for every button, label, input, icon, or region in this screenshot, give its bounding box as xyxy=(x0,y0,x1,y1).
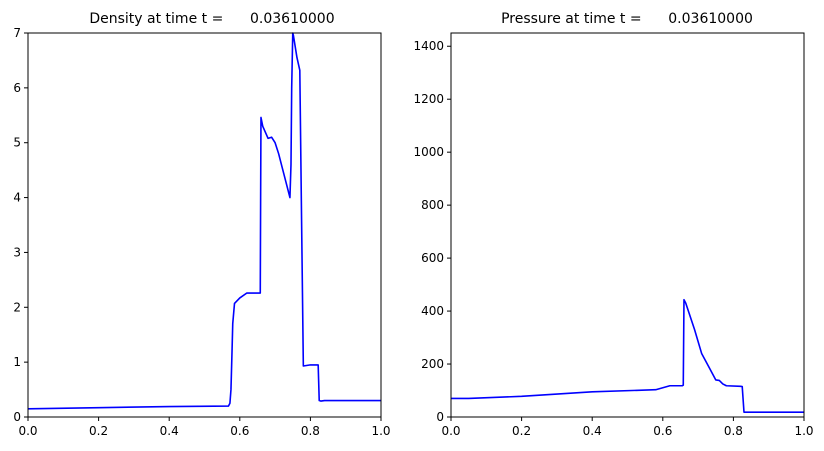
density-ytick-label: 2 xyxy=(13,300,21,314)
density-ytick-label: 7 xyxy=(13,26,21,40)
density-ytick-label: 6 xyxy=(13,81,21,95)
pressure-ticks: 0.0 0.2 0.4 0.6 0.8 1.0 0 200 400 600 800 1000 1200 1… xyxy=(413,39,813,438)
density-title: Density at time t = 0.03610000 xyxy=(89,11,334,27)
pressure-xtick-label: 0.8 xyxy=(724,424,743,438)
density-xtick-label: 0.8 xyxy=(301,424,320,438)
pressure-ytick-label: 1400 xyxy=(413,39,444,53)
density-line xyxy=(27,32,381,410)
density-ytick-label: 5 xyxy=(13,136,21,150)
pressure-xtick-label: 0.2 xyxy=(512,424,531,438)
density-ytick-label: 1 xyxy=(13,355,21,369)
pressure-series xyxy=(451,298,804,414)
pressure-panel: Pressure at time t = 0.03610000 0.0 0.2 0.… xyxy=(413,11,813,438)
pressure-ytick-label: 1200 xyxy=(413,92,444,106)
pressure-ytick-label: 0 xyxy=(436,410,444,424)
density-axes-frame xyxy=(27,32,382,418)
pressure-xtick-label: 0.0 xyxy=(441,424,460,438)
pressure-ytick-label: 1000 xyxy=(413,145,444,159)
density-series xyxy=(27,32,381,410)
pressure-ytick-label: 600 xyxy=(421,251,444,265)
density-ytick-label: 3 xyxy=(13,245,21,259)
pressure-axes-frame xyxy=(450,32,805,418)
pressure-ytick-label: 400 xyxy=(421,304,444,318)
pressure-xtick-label: 1.0 xyxy=(794,424,813,438)
pressure-xtick-label: 0.6 xyxy=(653,424,672,438)
pressure-line xyxy=(451,298,804,414)
pressure-xtick-label: 0.4 xyxy=(583,424,602,438)
density-panel: Density at time t = 0.03610000 0.0 0.2 0.4… xyxy=(13,11,390,438)
pressure-title: Pressure at time t = 0.03610000 xyxy=(501,11,753,27)
density-ytick-label: 4 xyxy=(13,191,21,205)
density-ytick-label: 0 xyxy=(13,410,21,424)
density-ticks: 0.0 0.2 0.4 0.6 0.8 1.0 0 1 2 3 4 5 6 7 xyxy=(13,26,390,438)
density-xtick-label: 0.0 xyxy=(18,424,37,438)
density-xtick-label: 0.4 xyxy=(160,424,179,438)
density-xtick-label: 0.2 xyxy=(89,424,108,438)
density-xtick-label: 1.0 xyxy=(371,424,390,438)
pressure-ytick-label: 800 xyxy=(421,198,444,212)
pressure-ytick-label: 200 xyxy=(421,357,444,371)
density-xtick-label: 0.6 xyxy=(230,424,249,438)
